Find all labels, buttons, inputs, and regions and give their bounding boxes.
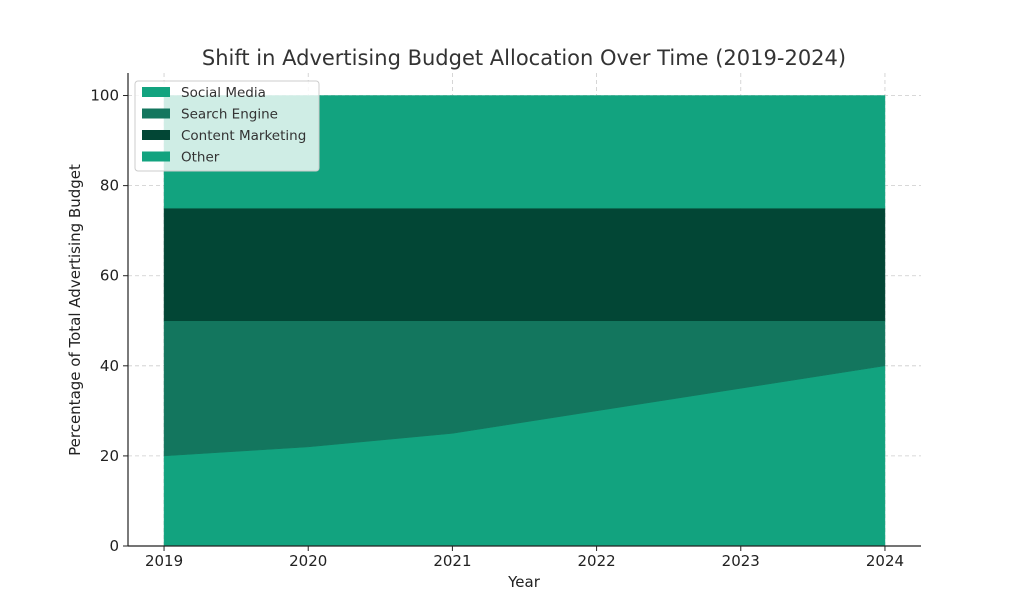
x-tick-label: 2021: [433, 552, 471, 570]
legend-swatch: [142, 151, 170, 162]
legend-label: Content Marketing: [181, 128, 306, 144]
x-tick-label: 2024: [866, 552, 904, 570]
x-tick-label: 2022: [577, 552, 615, 570]
y-tick-label: 100: [90, 87, 119, 105]
x-axis-label: Year: [507, 573, 541, 591]
x-tick-label: 2020: [289, 552, 327, 570]
legend-box: [134, 80, 320, 172]
legend-swatch: [142, 87, 170, 97]
legend-label: Social Media: [181, 85, 266, 101]
y-tick-label: 20: [100, 447, 119, 465]
legend: Social Media Search Engine Content Marketi…: [134, 80, 320, 172]
y-tick-label: 80: [100, 177, 119, 195]
y-tick-label: 60: [100, 267, 119, 285]
area-content-marketing: [163, 207, 886, 322]
y-tick-label: 0: [109, 537, 119, 555]
x-tick-label: 2019: [145, 552, 183, 570]
chart-title: Shift in Advertising Budget Allocation O…: [202, 46, 846, 70]
y-tick-label: 40: [100, 357, 119, 375]
axes: [123, 73, 921, 551]
area-series: [163, 95, 886, 547]
x-tick-label: 2023: [722, 552, 760, 570]
legend-label: Other: [181, 150, 220, 166]
y-axis-label: Percentage of Total Advertising Budget: [66, 164, 84, 456]
legend-label: Search Engine: [181, 107, 278, 123]
tick-labels: 0 20 40 60 80 100 2019 2020 2021 2022 2023 2024: [90, 87, 904, 570]
legend-swatch: [142, 130, 170, 140]
legend-swatch: [142, 108, 170, 119]
